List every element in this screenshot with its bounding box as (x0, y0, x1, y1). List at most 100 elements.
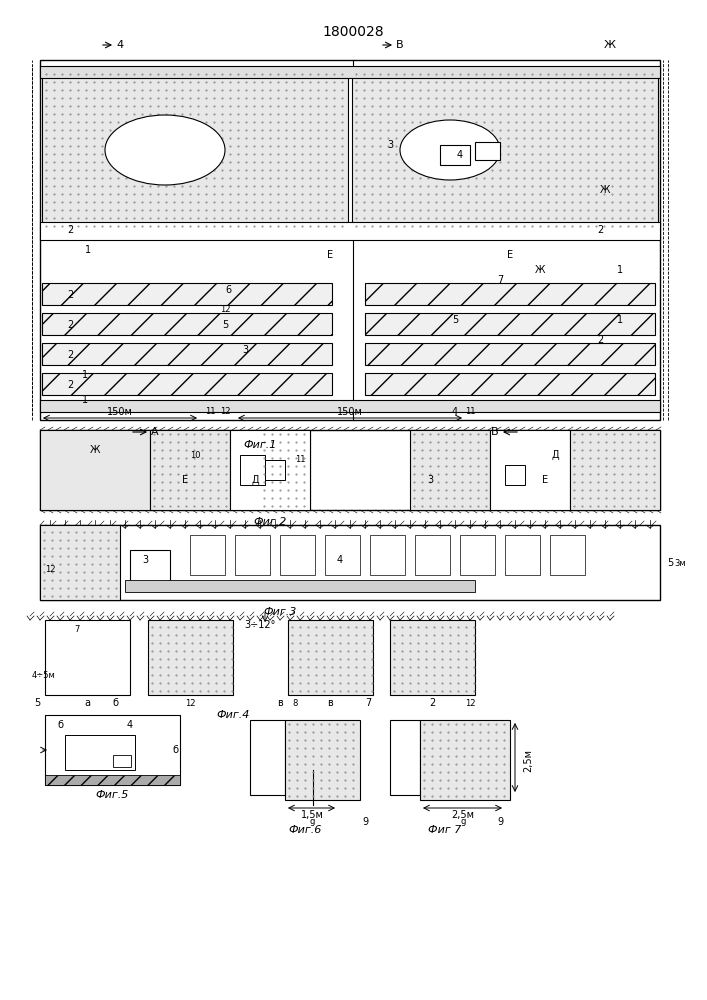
Polygon shape (54, 485, 66, 502)
Bar (325, 535, 360, 575)
Text: 3: 3 (427, 475, 433, 485)
Bar (420, 720, 510, 800)
Bar (42, 70, 348, 230)
Polygon shape (168, 665, 198, 690)
Text: E: E (327, 250, 333, 260)
Text: в: в (327, 698, 333, 708)
Text: б: б (57, 720, 63, 730)
Ellipse shape (105, 115, 225, 185)
Text: 9: 9 (362, 817, 368, 827)
Text: 5: 5 (452, 315, 458, 325)
Text: g: g (460, 818, 466, 826)
Bar (235, 535, 270, 575)
Bar (390, 720, 420, 795)
Bar (250, 720, 285, 795)
Text: Фиг.4: Фиг.4 (216, 710, 250, 720)
Text: Фиг.2: Фиг.2 (253, 517, 286, 527)
Bar (280, 535, 315, 575)
Text: Фиг.6: Фиг.6 (288, 825, 322, 835)
Text: 1: 1 (617, 265, 623, 275)
Text: 3÷12°: 3÷12° (245, 620, 276, 630)
Text: В: В (396, 40, 404, 50)
Bar (148, 620, 233, 695)
Text: 6: 6 (225, 285, 231, 295)
Bar (42, 343, 332, 365)
Text: б: б (112, 698, 118, 708)
Circle shape (257, 578, 273, 594)
Text: 4÷5м: 4÷5м (31, 670, 55, 680)
Ellipse shape (400, 120, 500, 180)
Bar (40, 525, 120, 600)
Polygon shape (303, 657, 353, 690)
Text: 3: 3 (387, 140, 393, 150)
Bar (365, 343, 655, 365)
Bar (415, 535, 450, 575)
Bar (42, 283, 332, 305)
Text: 5: 5 (222, 320, 228, 330)
Circle shape (377, 578, 393, 594)
Bar (40, 430, 150, 510)
Text: 2: 2 (67, 290, 73, 300)
Bar (285, 720, 360, 800)
Text: Ж: Ж (600, 185, 610, 195)
Text: 7: 7 (365, 698, 371, 708)
Text: 12: 12 (464, 698, 475, 708)
Polygon shape (114, 485, 126, 502)
Circle shape (177, 578, 193, 594)
Polygon shape (74, 485, 86, 502)
Text: 1: 1 (82, 395, 88, 405)
Text: 2: 2 (67, 225, 73, 235)
Text: А: А (151, 427, 159, 437)
Bar (390, 620, 475, 695)
Text: 11: 11 (295, 456, 305, 464)
Text: 9: 9 (497, 817, 503, 827)
Text: 12: 12 (185, 698, 195, 708)
Bar (260, 430, 310, 510)
Text: 4: 4 (337, 555, 343, 565)
Text: g: g (310, 818, 315, 826)
Polygon shape (430, 748, 505, 795)
Bar (365, 283, 655, 305)
Bar (240, 455, 265, 485)
Circle shape (137, 578, 153, 594)
Text: 3: 3 (242, 345, 248, 355)
Circle shape (87, 745, 103, 761)
Text: Фиг.3: Фиг.3 (263, 607, 297, 617)
Text: 2: 2 (67, 350, 73, 360)
Circle shape (337, 578, 353, 594)
Bar (190, 535, 225, 575)
Text: E: E (182, 475, 188, 485)
Text: 2: 2 (429, 698, 435, 708)
Polygon shape (55, 670, 75, 690)
Bar (125, 580, 475, 592)
Text: Ж: Ж (90, 445, 100, 455)
Bar (460, 535, 495, 575)
Bar (440, 145, 470, 165)
Bar (410, 430, 490, 510)
Text: 3: 3 (142, 555, 148, 565)
Circle shape (457, 578, 473, 594)
Text: 3м: 3м (674, 558, 686, 568)
Polygon shape (300, 755, 355, 795)
Bar (40, 400, 660, 412)
Text: 11: 11 (464, 408, 475, 416)
Text: Д: Д (251, 475, 259, 485)
Bar (113, 755, 131, 767)
Text: 11: 11 (205, 408, 215, 416)
Text: 8: 8 (292, 698, 298, 708)
Bar (65, 735, 135, 770)
Bar (40, 525, 660, 600)
Text: а: а (84, 698, 90, 708)
Text: 2: 2 (67, 380, 73, 390)
Text: в: в (277, 698, 283, 708)
Text: 12: 12 (220, 408, 230, 416)
Text: 7: 7 (74, 626, 80, 635)
Bar (45, 620, 130, 695)
Text: 12: 12 (45, 566, 55, 574)
Bar (40, 222, 660, 240)
Bar (130, 550, 170, 585)
Circle shape (297, 578, 313, 594)
Text: 4: 4 (457, 150, 463, 160)
Bar (230, 430, 310, 510)
Bar (370, 535, 405, 575)
